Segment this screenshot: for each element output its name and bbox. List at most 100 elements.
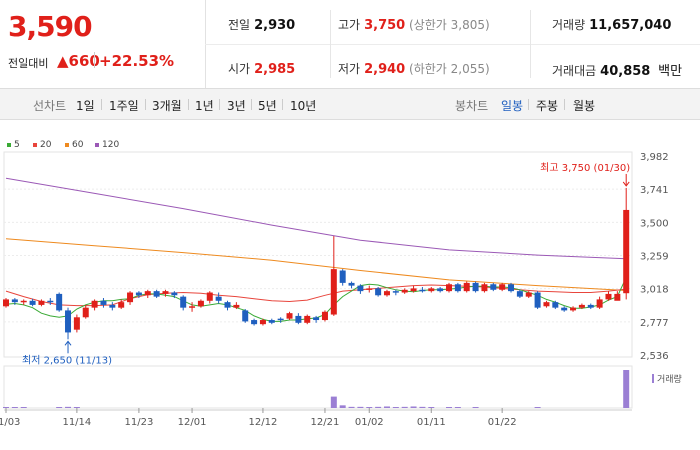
volume-bar	[357, 406, 364, 408]
lower-limit: (하한가 2,055)	[409, 62, 490, 76]
plot-frame	[3, 151, 633, 358]
y-tick-label: 3,500	[640, 218, 669, 229]
candle-body	[189, 306, 196, 308]
row-divider	[205, 44, 700, 45]
volume-bar	[366, 407, 373, 408]
candle-body	[118, 302, 125, 308]
volume-bar	[392, 407, 399, 408]
candle-body	[401, 289, 408, 293]
candle-body	[295, 315, 302, 323]
candle-body	[516, 291, 523, 297]
tab-monthly[interactable]: 월봉	[573, 99, 596, 113]
volume-bar	[410, 406, 417, 408]
tab-3month[interactable]: 3개월	[152, 99, 182, 113]
volume-bar	[472, 407, 479, 408]
candle-chart-title: 봉차트	[455, 99, 489, 113]
tab-divider	[282, 99, 283, 110]
candle-body	[587, 304, 594, 308]
ma5-line	[5, 277, 627, 322]
volume-bar	[73, 407, 80, 408]
upper-limit: (상한가 3,805)	[409, 18, 490, 32]
tab-divider	[188, 99, 189, 110]
legend-ma120-label: 120	[102, 140, 120, 150]
candle-body	[73, 317, 80, 330]
candle-body	[534, 292, 541, 308]
tab-1week[interactable]: 1주일	[109, 99, 139, 113]
tab-1year[interactable]: 1년	[195, 99, 214, 113]
candle-body	[357, 285, 364, 292]
candle-body	[525, 292, 532, 297]
candle-body	[383, 291, 390, 296]
legend-ma60-label: 60	[72, 140, 84, 150]
line-chart-title: 선차트	[33, 99, 67, 113]
legend-ma5: 5	[7, 140, 20, 150]
x-tick-label: 12/01	[178, 417, 207, 428]
ma120-line	[5, 177, 627, 260]
candle-body	[153, 291, 160, 297]
legend-swatch	[65, 142, 69, 147]
x-tick-label: 11/14	[62, 417, 91, 428]
candle-body	[552, 302, 559, 308]
x-tick-label: 12/21	[311, 417, 340, 428]
tab-divider	[145, 99, 146, 110]
tab-3year[interactable]: 3년	[227, 99, 246, 113]
candle-body	[330, 269, 337, 315]
change-value-text: 660	[68, 52, 100, 70]
volume-bar	[401, 406, 408, 408]
volume-bar	[3, 407, 9, 408]
candle-body	[127, 292, 134, 303]
ma20-line	[5, 284, 627, 307]
volume-value: 11,657,040	[589, 18, 672, 33]
volume-bar	[623, 370, 630, 408]
candle-body	[366, 288, 373, 290]
candle-body	[578, 304, 585, 308]
volume-bar	[65, 406, 72, 408]
candle-body	[215, 296, 222, 301]
candle-body	[419, 289, 426, 292]
tab-weekly[interactable]: 주봉	[536, 99, 559, 113]
low-label: 저가	[338, 62, 361, 76]
candle-body	[446, 284, 452, 292]
volume-bar	[339, 405, 346, 408]
x-tick-label: 01/02	[355, 417, 384, 428]
candle-body	[197, 300, 204, 307]
high-value: 3,750	[364, 18, 406, 33]
candle-body	[437, 288, 444, 292]
min-annotation: 최저 2,650 (11/13)	[22, 354, 112, 366]
tab-5year[interactable]: 5년	[258, 99, 277, 113]
candle-body	[348, 282, 355, 286]
x-tick-label: 01/11	[417, 417, 446, 428]
candle-body	[605, 293, 612, 300]
y-tick-label: 2,536	[640, 351, 669, 362]
volume-bar	[454, 407, 461, 408]
tab-1day[interactable]: 1일	[76, 99, 95, 113]
candle-body	[321, 311, 328, 321]
prev-close: 전일 2,930	[228, 16, 295, 33]
candle-body	[543, 302, 550, 307]
candle-body	[206, 292, 213, 301]
candle-body	[304, 315, 311, 323]
volume-bar	[56, 407, 63, 408]
low-price: 저가 2,940 (하한가 2,055)	[338, 60, 490, 77]
volume-bar	[383, 406, 390, 408]
y-tick-label: 3,018	[640, 285, 669, 296]
low-value: 2,940	[364, 62, 406, 77]
high-price: 고가 3,750 (상한가 3,805)	[338, 16, 490, 33]
high-label: 고가	[338, 18, 361, 32]
x-tick-label: 11/03	[0, 417, 20, 428]
prev-close-label: 전일	[228, 18, 251, 32]
volume-bar	[428, 407, 435, 408]
y-tick-label: 3,982	[640, 152, 669, 163]
candle-body	[472, 282, 479, 292]
tab-10year[interactable]: 10년	[290, 99, 317, 113]
candle-body	[47, 300, 54, 303]
tab-divider	[251, 99, 252, 110]
candle-body	[463, 282, 470, 292]
y-tick-label: 3,259	[640, 252, 669, 263]
volume-bar	[20, 407, 27, 408]
quote-panel: 3,590 전일대비 ▲660 +22.53% 전일 2,930 고가 3,750 …	[0, 0, 700, 88]
candle-body	[162, 291, 169, 294]
candle-body	[286, 313, 293, 319]
tab-daily[interactable]: 일봉	[501, 99, 524, 113]
